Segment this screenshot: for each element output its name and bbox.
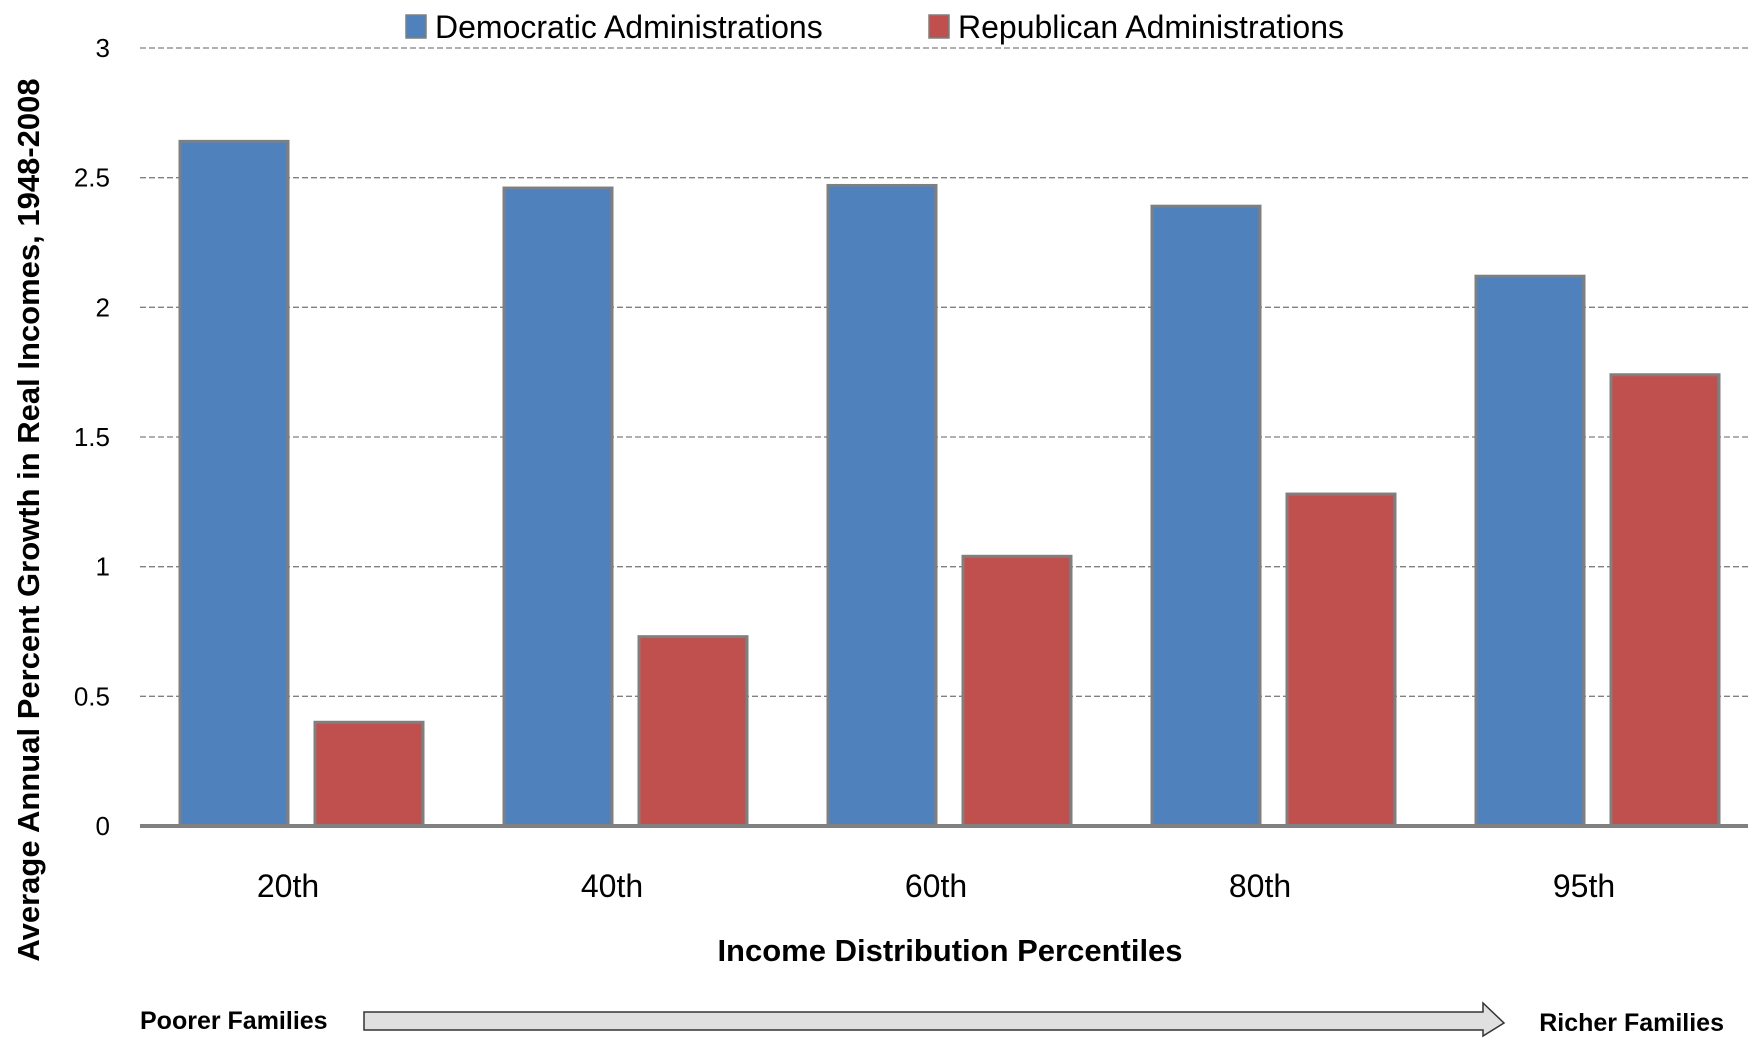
x-tick-label: 60th <box>905 868 967 904</box>
bar-republican-20th <box>313 720 425 828</box>
y-tick-label: 3 <box>96 33 110 63</box>
bar-democratic-95th <box>1474 274 1586 828</box>
x-axis-title: Income Distribution Percentiles <box>717 933 1182 968</box>
legend: Democratic Administrations Republican Ad… <box>405 9 1344 45</box>
y-tick-label: 2.5 <box>74 163 110 193</box>
footer-left-label: Poorer Families <box>140 1007 328 1035</box>
bar-republican-80th <box>1285 492 1397 828</box>
y-axis-ticks: 0 0.5 1 1.5 2 2.5 3 <box>74 33 110 841</box>
legend-swatch-democratic <box>405 14 427 39</box>
footer-right-label: Richer Families <box>1539 1009 1724 1037</box>
income-direction-footer: Poorer Families Richer Families <box>140 1001 1724 1038</box>
y-tick-label: 0 <box>96 811 110 841</box>
bar-republican-60th <box>961 554 1073 828</box>
direction-arrow <box>363 1001 1506 1038</box>
gridlines <box>140 47 1748 697</box>
bar-republican-40th <box>637 635 749 828</box>
y-tick-label: 1 <box>96 552 110 582</box>
bar-democratic-80th <box>1150 204 1262 828</box>
legend-swatch-republican <box>928 14 950 39</box>
x-tick-label: 40th <box>581 868 643 904</box>
x-tick-label: 80th <box>1229 868 1291 904</box>
bars <box>178 139 1721 828</box>
y-tick-label: 2 <box>96 292 110 322</box>
bar-democratic-40th <box>502 186 614 828</box>
bar-republican-95th <box>1609 373 1721 828</box>
x-tick-label: 95th <box>1553 868 1615 904</box>
y-tick-label: 0.5 <box>74 681 110 711</box>
y-tick-label: 1.5 <box>74 422 110 452</box>
legend-label-democratic: Democratic Administrations <box>435 9 823 45</box>
bar-democratic-20th <box>178 139 290 828</box>
y-axis-title: Average Annual Percent Growth in Real In… <box>11 78 46 961</box>
x-tick-label: 20th <box>257 868 319 904</box>
bar-democratic-60th <box>826 183 938 828</box>
legend-label-republican: Republican Administrations <box>958 9 1344 45</box>
x-axis-ticks: 20th 40th 60th 80th 95th <box>257 868 1615 904</box>
